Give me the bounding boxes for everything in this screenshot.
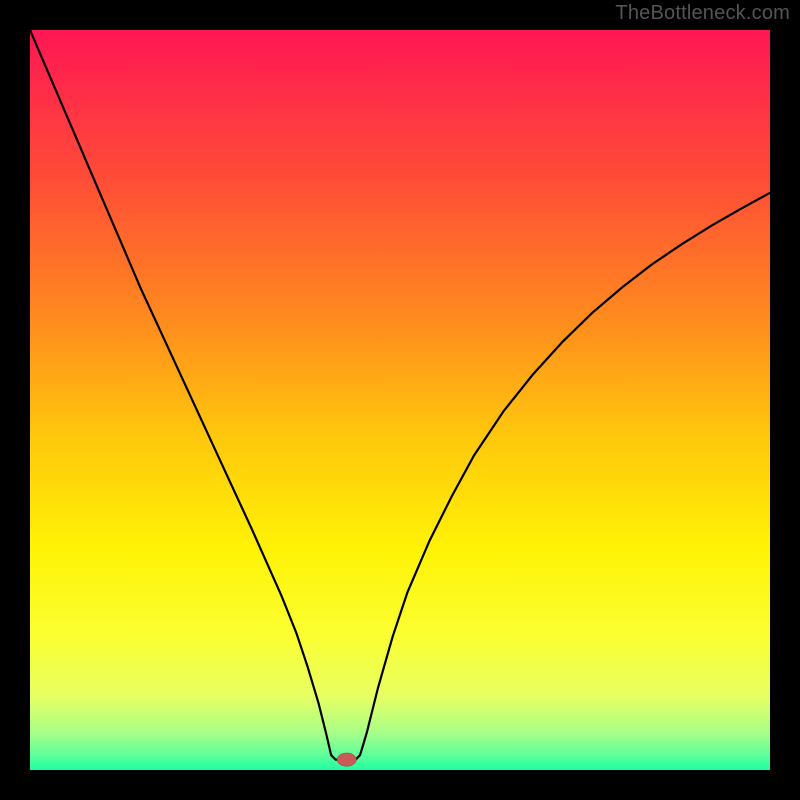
plot-area [30,30,770,770]
curve-layer [30,30,770,770]
minimum-marker [337,753,356,766]
watermark-text: TheBottleneck.com [615,2,790,25]
chart-stage: { "watermark": { "text": "TheBottleneck.… [0,0,800,800]
bottleneck-curve [30,30,770,760]
